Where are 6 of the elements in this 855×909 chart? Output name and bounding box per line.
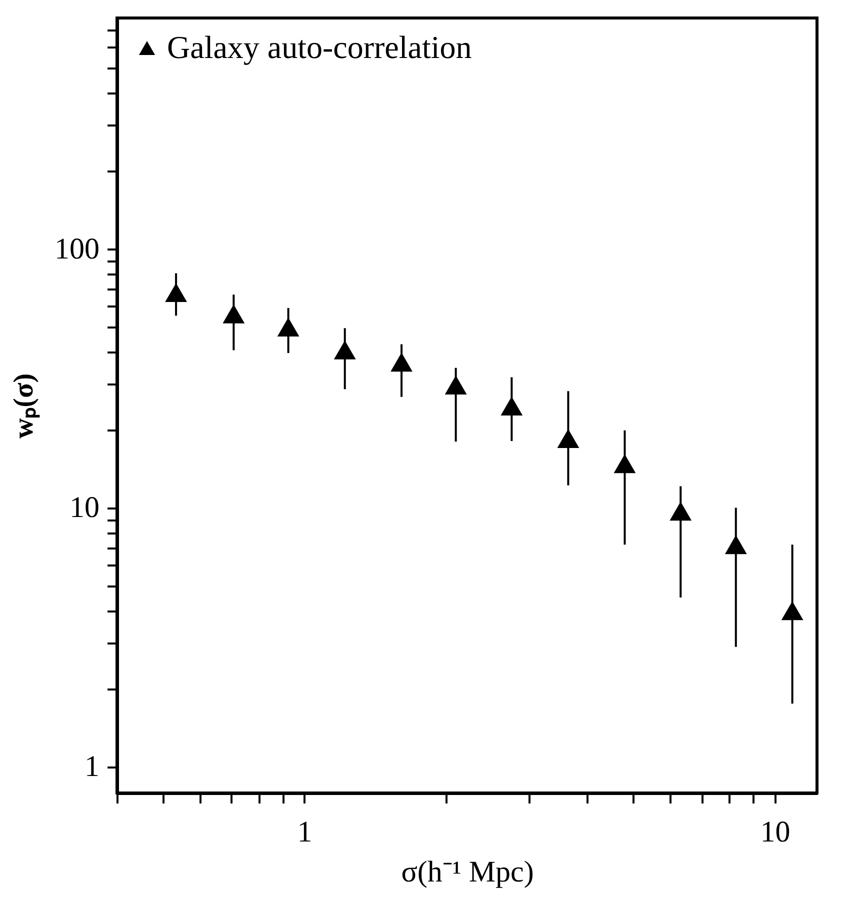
y-tick-label: 10 — [70, 491, 100, 524]
y-tick-label: 100 — [54, 232, 100, 266]
x-axis-title: σ(h⁻¹ Mpc) — [401, 856, 534, 888]
y-axis-title: wₚ(σ) — [8, 373, 40, 439]
legend-label: Galaxy auto-correlation — [167, 29, 472, 65]
y-tick-label: 1 — [84, 750, 100, 784]
